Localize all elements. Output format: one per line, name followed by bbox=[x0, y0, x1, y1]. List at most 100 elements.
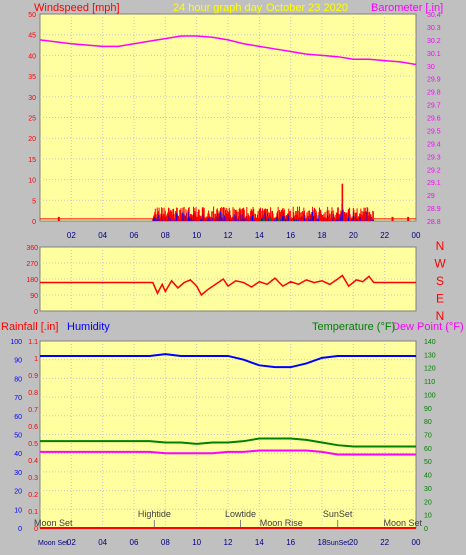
humidity-tick-label: 50 bbox=[14, 433, 22, 440]
rainfall-tick-label: 0.1 bbox=[28, 509, 38, 516]
wind-plot-area bbox=[39, 13, 417, 222]
humidity-tick-label: 90 bbox=[14, 358, 22, 365]
x-tick-label: 12 bbox=[224, 231, 233, 240]
direction-tick-label: 90 bbox=[30, 293, 38, 300]
rainfall-tick-label: 0 bbox=[34, 526, 38, 533]
rainfall-tick-label: 0.6 bbox=[28, 424, 38, 431]
humidity-tick-label: 80 bbox=[14, 376, 22, 383]
dewpoint-axis-label: Dew Point (°F) bbox=[392, 321, 464, 333]
temperature-tick-label: 130 bbox=[424, 352, 436, 359]
compass-label: S bbox=[436, 274, 444, 288]
humidity-tick-label: 10 bbox=[14, 507, 22, 514]
x-tick-label: 06 bbox=[130, 538, 139, 547]
footer-label: SunSet bbox=[326, 540, 349, 547]
x-tick-label: 04 bbox=[98, 538, 107, 547]
wind-tick-label: 10 bbox=[28, 178, 36, 185]
humidity-tick-label: 60 bbox=[14, 414, 22, 421]
dewpoint-series bbox=[40, 449, 416, 456]
temperature-tick-label: 20 bbox=[424, 499, 432, 506]
humidity-tick-label: 20 bbox=[14, 489, 22, 496]
baro-tick-label: 30.3 bbox=[427, 25, 441, 32]
barometer-axis-label: Barometer [.in] bbox=[371, 2, 443, 14]
direction-plot-area bbox=[39, 246, 417, 312]
footer-label: Moon Set bbox=[38, 540, 68, 547]
humidity-grid bbox=[40, 341, 416, 528]
humidity-tick-label: 40 bbox=[14, 451, 22, 458]
wind-tick-label: 5 bbox=[32, 198, 36, 205]
temperature-tick-label: 50 bbox=[424, 459, 432, 466]
baro-tick-label: 30.4 bbox=[427, 12, 441, 19]
graph-date: October 23 2020 bbox=[266, 2, 348, 14]
footer-event-labels: Moon Set SunSet bbox=[38, 540, 349, 547]
x-tick-label: 14 bbox=[255, 231, 264, 240]
rainfall-axis-label: Rainfall [.in] bbox=[1, 321, 58, 333]
wind-direction-series bbox=[40, 274, 416, 297]
baro-tick-label: 29.5 bbox=[427, 128, 441, 135]
temperature-tick-label: 120 bbox=[424, 366, 436, 373]
temperature-tick-label: 90 bbox=[424, 406, 432, 413]
baro-tick-label: 30.1 bbox=[427, 51, 441, 58]
humidity-tick-label: 30 bbox=[14, 470, 22, 477]
x-tick-label: 22 bbox=[380, 538, 389, 547]
humidity-tick-label: 100 bbox=[10, 339, 22, 346]
x-tick-label: 10 bbox=[192, 538, 201, 547]
rainfall-tick-label: 1 bbox=[34, 356, 38, 363]
x-tick-label: 18 bbox=[318, 231, 327, 240]
direction-tick-label: 360 bbox=[26, 245, 38, 252]
temperature-tick-label: 80 bbox=[424, 419, 432, 426]
rainfall-tick-label: 0.3 bbox=[28, 475, 38, 482]
x-tick-label: 06 bbox=[130, 231, 139, 240]
x-tick-label: 14 bbox=[255, 538, 264, 547]
rainfall-tick-label: 0.8 bbox=[28, 390, 38, 397]
baro-tick-label: 29.3 bbox=[427, 154, 441, 161]
x-tick-label: 16 bbox=[286, 231, 295, 240]
temperature-tick-label: 100 bbox=[424, 392, 436, 399]
compass-label: N bbox=[436, 239, 445, 253]
x-tick-label: 20 bbox=[349, 538, 358, 547]
baro-tick-label: 29.6 bbox=[427, 116, 441, 123]
baro-tick-label: 30.2 bbox=[427, 38, 441, 45]
event-markers: Moon Set Hightide Lowtide Moon Rise SunSet Mo… bbox=[34, 509, 422, 528]
x-tick-label: 02 bbox=[67, 231, 76, 240]
rainfall-tick-label: 0.7 bbox=[28, 407, 38, 414]
temperature-axis-label: Temperature (°F) bbox=[312, 321, 395, 333]
humidity-tick-label: 0 bbox=[18, 526, 22, 533]
humidity-axis-label: Humidity bbox=[67, 321, 110, 333]
x-tick-label: 22 bbox=[380, 231, 389, 240]
compass-label: N bbox=[436, 309, 445, 323]
humidity-tick-label: 70 bbox=[14, 395, 22, 402]
baro-tick-label: 29.4 bbox=[427, 141, 441, 148]
axis-ticks: 5045403530252015105030.430.330.230.13029… bbox=[10, 12, 446, 547]
baro-tick-label: 29.8 bbox=[427, 90, 441, 97]
x-tick-label: 08 bbox=[161, 538, 170, 547]
baro-tick-label: 29 bbox=[427, 193, 435, 200]
baro-tick-label: 28.9 bbox=[427, 206, 441, 213]
wind-tick-label: 35 bbox=[28, 74, 36, 81]
baro-tick-label: 29.2 bbox=[427, 167, 441, 174]
wind-tick-label: 50 bbox=[28, 12, 36, 19]
baro-tick-label: 29.7 bbox=[427, 103, 441, 110]
x-tick-label: 02 bbox=[67, 538, 76, 547]
temperature-tick-label: 140 bbox=[424, 339, 436, 346]
windspeed-axis-label: Windspeed [mph] bbox=[34, 2, 120, 14]
rainfall-tick-label: 1.1 bbox=[28, 339, 38, 346]
x-tick-label: 18 bbox=[318, 538, 327, 547]
rainfall-tick-label: 0.5 bbox=[28, 441, 38, 448]
x-tick-label: 00 bbox=[412, 538, 421, 547]
windspeed-series bbox=[40, 183, 416, 221]
event-label: Moon Set bbox=[34, 518, 73, 528]
temperature-tick-label: 70 bbox=[424, 433, 432, 440]
event-label: Moon Rise bbox=[260, 518, 303, 528]
direction-tick-label: 180 bbox=[26, 277, 38, 284]
rainfall-tick-label: 0.9 bbox=[28, 373, 38, 380]
wind-tick-label: 45 bbox=[28, 33, 36, 40]
rainfall-tick-label: 0.2 bbox=[28, 492, 38, 499]
wind-tick-label: 15 bbox=[28, 157, 36, 164]
temperature-tick-label: 10 bbox=[424, 513, 432, 520]
compass-label: E bbox=[436, 292, 444, 306]
baro-tick-label: 29.9 bbox=[427, 77, 441, 84]
compass-label: W bbox=[434, 257, 446, 271]
baro-tick-label: 28.8 bbox=[427, 219, 441, 226]
event-label: Lowtide bbox=[225, 509, 256, 519]
